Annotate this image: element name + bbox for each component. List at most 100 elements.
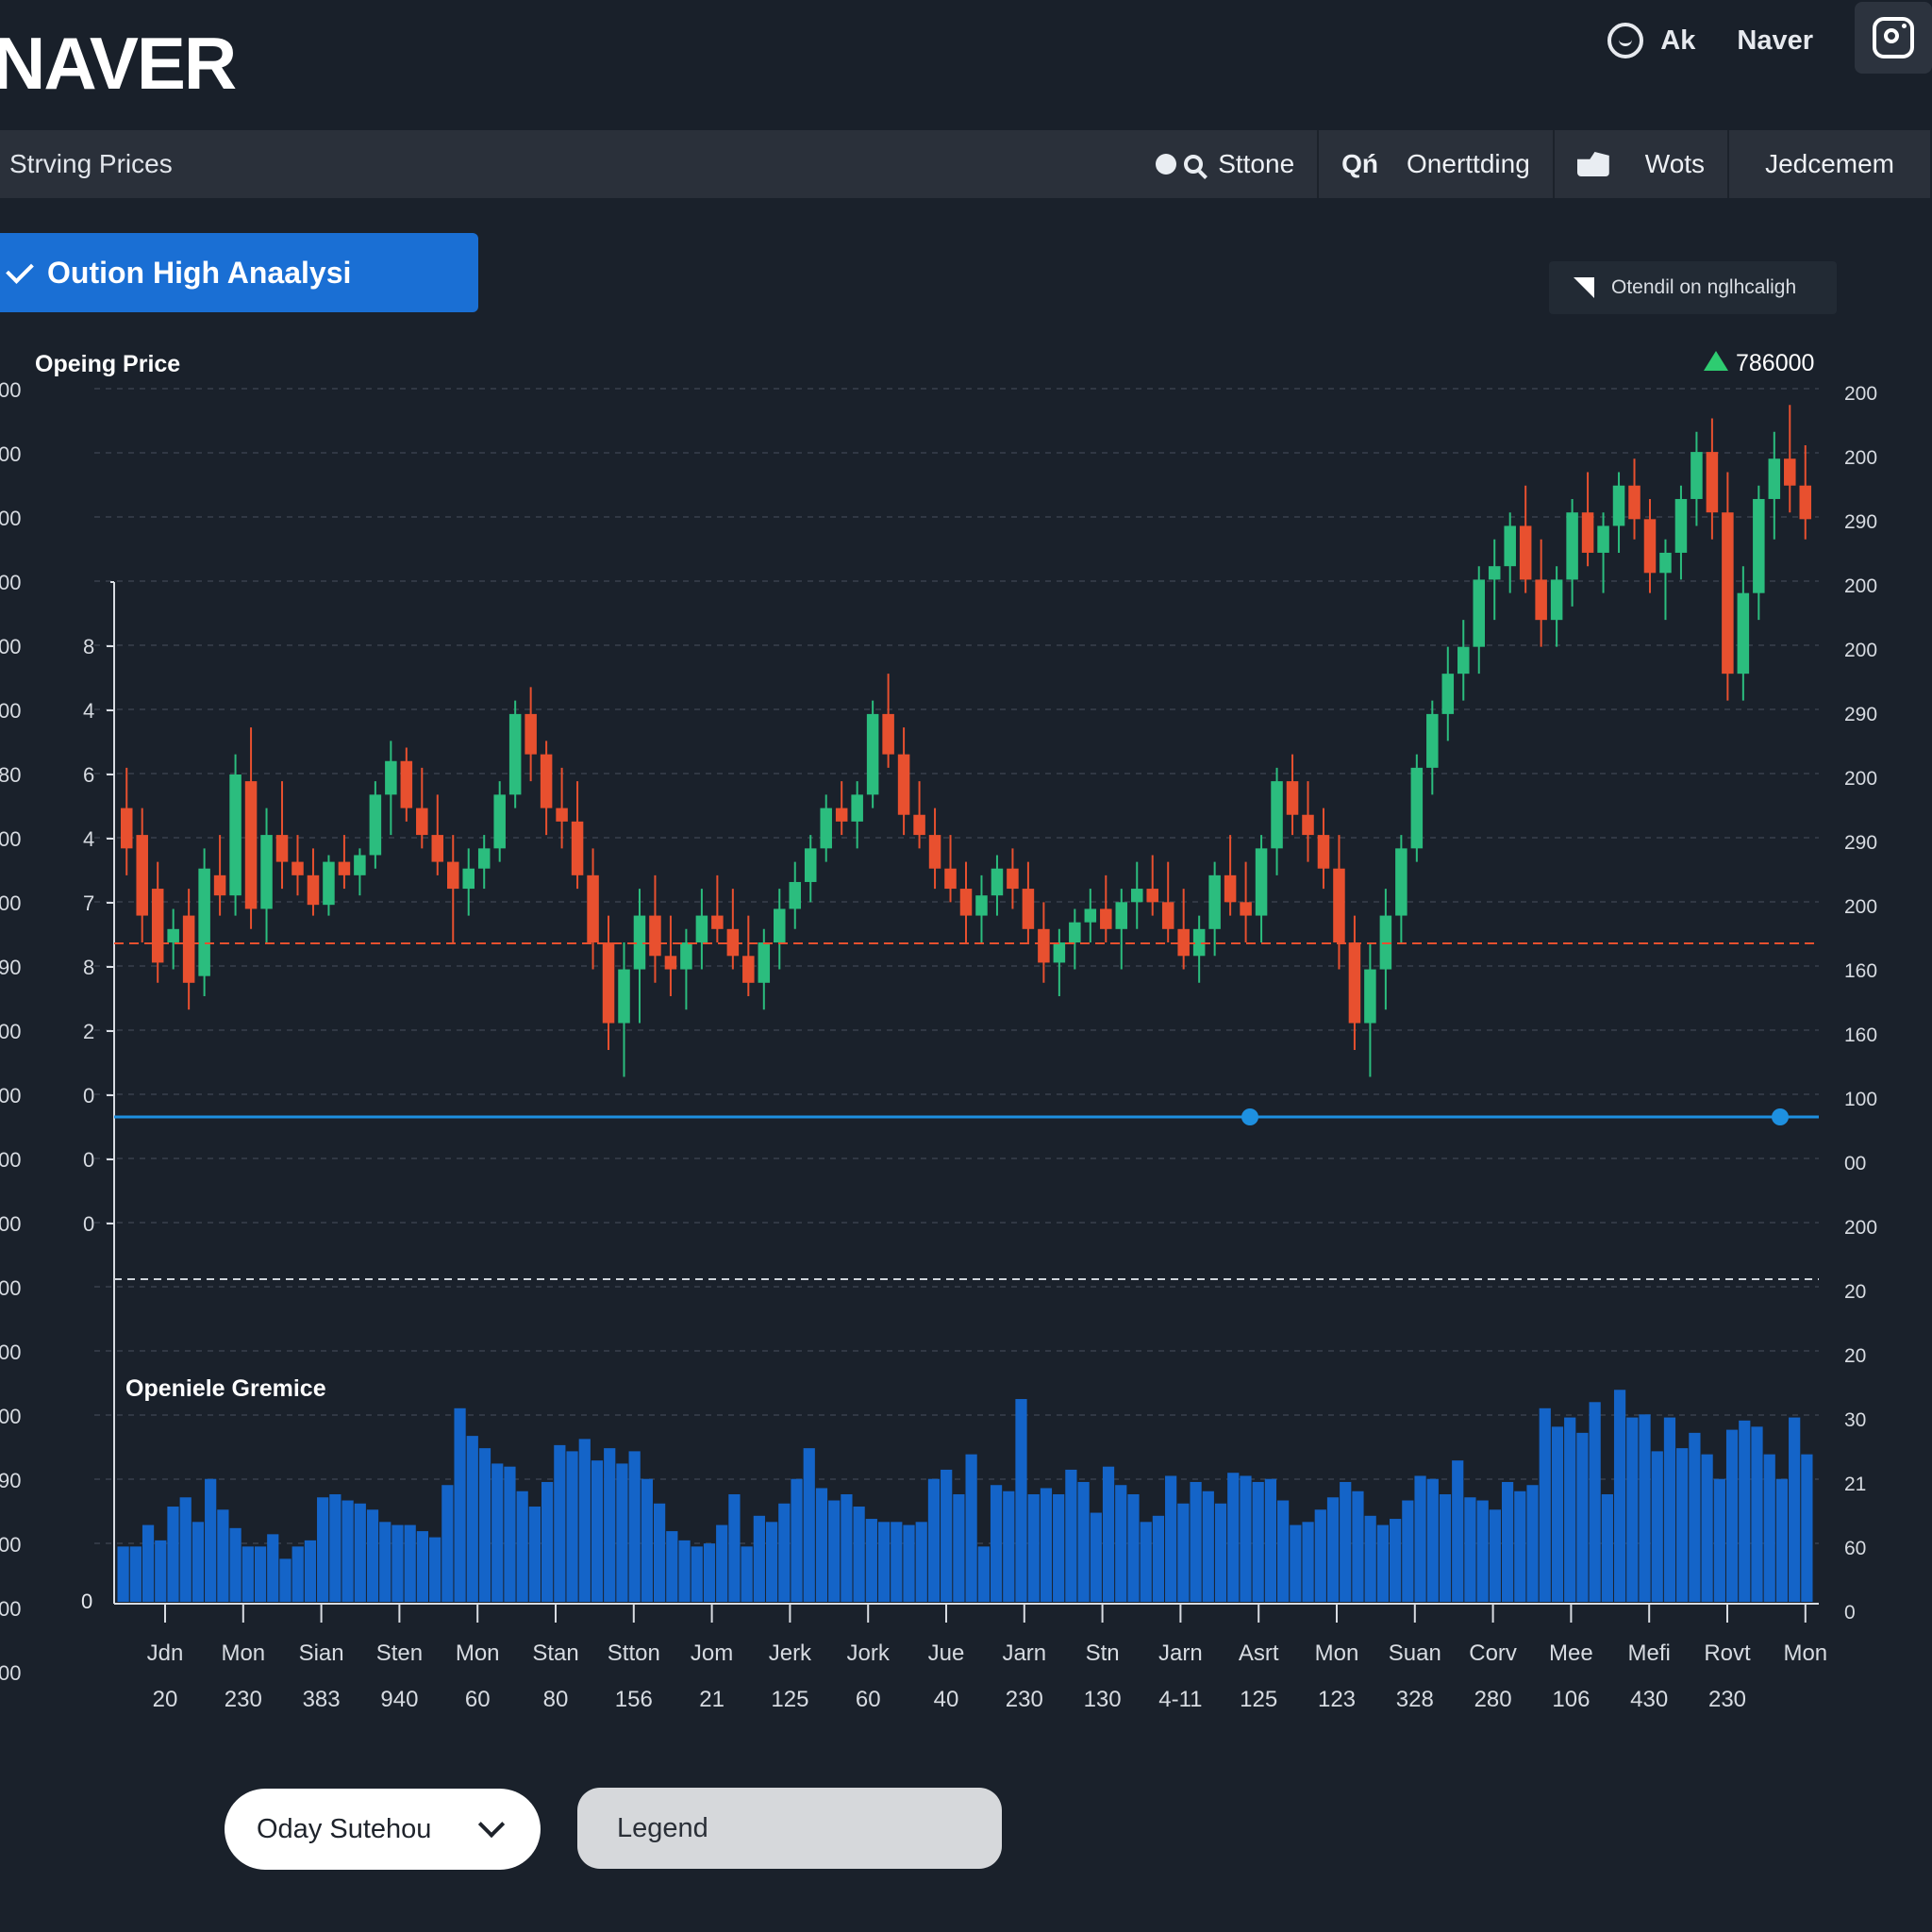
right-axis-label: 21 <box>1844 1474 1866 1495</box>
candle-body <box>1410 767 1424 849</box>
volume-bar <box>1439 1494 1452 1602</box>
volume-bar <box>1601 1494 1613 1602</box>
candle-body <box>959 889 973 916</box>
candle-body <box>774 908 786 943</box>
x-tick-label: Jue <box>928 1641 965 1666</box>
volume-bar <box>865 1519 877 1602</box>
volume-bar <box>1077 1481 1090 1602</box>
candle-body <box>975 895 988 916</box>
candle-body <box>1473 579 1486 647</box>
volume-bar <box>1501 1481 1514 1602</box>
volume-bar <box>142 1524 155 1602</box>
volume-bar <box>1390 1519 1402 1602</box>
candle-body <box>1208 874 1221 929</box>
volume-bar <box>853 1507 865 1602</box>
x-tick-sublabel: 230 <box>225 1687 262 1712</box>
candle-body <box>1674 498 1688 553</box>
analysis-button[interactable]: Oution High Anaalysi <box>0 233 478 312</box>
left-axis-label: 00 <box>0 1148 21 1172</box>
user-icon[interactable] <box>1607 23 1644 58</box>
candle-body <box>400 760 413 808</box>
x-tick-label: Sian <box>299 1641 344 1666</box>
inner-axis-label: 4 <box>83 699 94 723</box>
candle-body <box>1504 525 1516 567</box>
candle-body <box>1333 868 1345 943</box>
candle-body <box>1038 928 1050 963</box>
x-tick-label: Asrt <box>1239 1641 1279 1666</box>
option-pill[interactable]: Otendil on nglhcaligh <box>1549 261 1837 314</box>
right-axis-label: 0 <box>1844 1602 1856 1624</box>
volume-bar <box>155 1540 167 1602</box>
volume-bar <box>1277 1500 1290 1602</box>
naver-logo[interactable]: NAVER <box>0 22 237 105</box>
candle-body <box>789 881 802 909</box>
period-select[interactable]: Oday Sutehou <box>225 1789 541 1870</box>
user-label[interactable]: Ak <box>1660 25 1696 56</box>
volume-bar <box>815 1488 828 1602</box>
x-tick-label: Corv <box>1469 1641 1517 1666</box>
left-axis-label: 00 <box>0 442 21 466</box>
candle-body <box>897 754 910 815</box>
nav-item-jedcemem[interactable]: Jedcemem <box>1729 130 1932 198</box>
volume-bar <box>329 1494 341 1602</box>
volume-bar <box>1626 1417 1639 1602</box>
volume-bar <box>1040 1488 1053 1602</box>
filter-icon: Qń <box>1341 149 1379 178</box>
candle-body <box>1488 566 1501 580</box>
volume-bar <box>1240 1475 1252 1602</box>
volume-bar <box>205 1478 217 1602</box>
nav-item-filter[interactable]: Qń Onerttding <box>1319 130 1555 198</box>
volume-bar <box>728 1494 741 1602</box>
volume-bar <box>691 1546 703 1602</box>
volume-bar <box>1676 1448 1689 1602</box>
volume-bar <box>628 1451 641 1602</box>
volume-bar <box>1015 1399 1027 1602</box>
left-axis-label: 00 <box>0 635 21 658</box>
candle-body <box>477 848 491 869</box>
volume-bar <box>616 1463 628 1602</box>
x-tick-sublabel: 430 <box>1630 1687 1668 1712</box>
inner-axis-label: 2 <box>83 1020 94 1043</box>
candle-body <box>804 848 817 882</box>
x-tick-sublabel: 4-11 <box>1158 1687 1202 1712</box>
x-tick-label: Mon <box>221 1641 265 1666</box>
x-tick-label: Mee <box>1549 1641 1593 1666</box>
x-tick-label: Mon <box>1315 1641 1359 1666</box>
candle-body <box>229 774 242 896</box>
volume-bar <box>1701 1454 1713 1602</box>
volume-bar <box>578 1439 591 1602</box>
x-tick-sublabel: 383 <box>303 1687 341 1712</box>
volume-bar <box>541 1481 554 1602</box>
candle-body <box>680 942 692 970</box>
volume-bar <box>1302 1522 1314 1602</box>
nav-item-search[interactable]: Sttone <box>1133 130 1320 198</box>
volume-bar <box>1426 1478 1439 1602</box>
x-tick-label: Suan <box>1389 1641 1441 1666</box>
volume-bar <box>379 1522 391 1602</box>
nav-title: Strving Prices <box>9 149 173 178</box>
volume-bar <box>1739 1420 1751 1602</box>
volume-bar <box>828 1500 841 1602</box>
header-actions: Ak Naver <box>1607 2 1932 74</box>
candle-body <box>260 835 273 909</box>
volume-bar <box>666 1531 678 1602</box>
right-axis-label: 60 <box>1844 1538 1866 1559</box>
candle-body <box>1348 942 1361 1024</box>
volume-bar <box>404 1524 416 1602</box>
volume-bar <box>254 1546 267 1602</box>
nav-item-wots[interactable]: Wots <box>1555 130 1730 198</box>
candle-body <box>338 861 351 875</box>
candle-body <box>1753 498 1765 593</box>
candle-body <box>1053 942 1066 963</box>
left-axis-label: 00 <box>0 1276 21 1300</box>
x-tick-sublabel: 230 <box>1006 1687 1043 1712</box>
volume-bar <box>841 1494 853 1602</box>
volume-bar <box>1364 1515 1376 1602</box>
instagram-button[interactable] <box>1855 2 1932 74</box>
legend-button[interactable]: Legend <box>577 1788 1002 1869</box>
candle-body <box>244 781 258 909</box>
inner-axis-label: 6 <box>83 763 94 787</box>
right-axis-label: 200 <box>1844 768 1877 790</box>
account-label[interactable]: Naver <box>1737 25 1813 56</box>
